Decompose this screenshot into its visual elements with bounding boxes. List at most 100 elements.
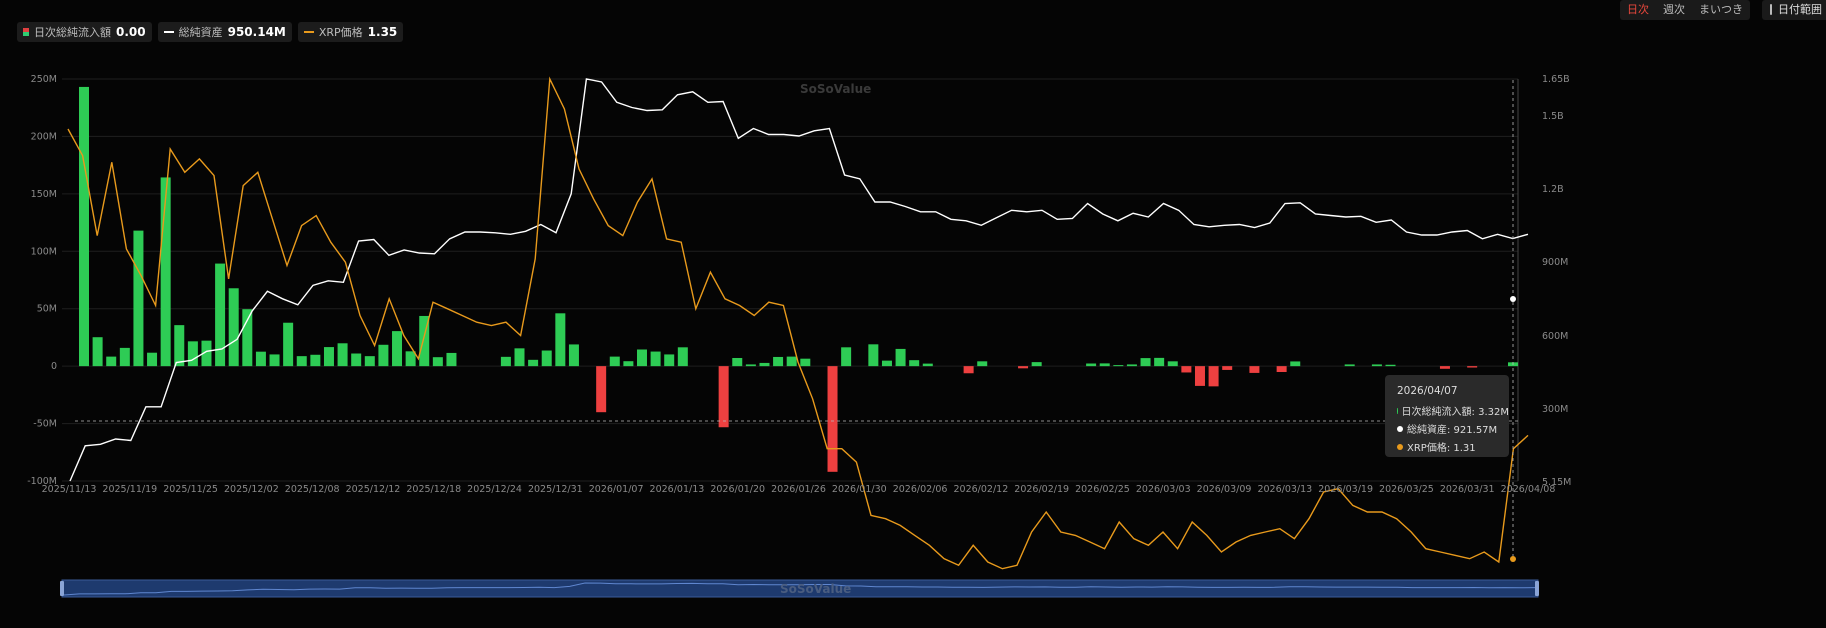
flow-bar[interactable] [1086, 363, 1097, 367]
flow-bar[interactable] [1467, 366, 1478, 368]
x-tick-label: 2026/02/19 [1014, 484, 1069, 495]
flow-bar[interactable] [432, 357, 443, 367]
navigator[interactable]: SoSoValue [60, 579, 1539, 598]
flow-bar[interactable] [514, 348, 525, 367]
flow-bar[interactable] [133, 230, 144, 367]
flow-bar[interactable] [364, 356, 375, 367]
x-tick-label: 2025/12/31 [528, 484, 583, 495]
flow-bar[interactable] [745, 364, 756, 367]
flow-bar[interactable] [759, 362, 770, 367]
flow-bar[interactable] [677, 347, 688, 367]
flow-bar[interactable] [909, 360, 920, 367]
date-range-button[interactable]: 日付範囲 [1762, 0, 1826, 20]
flow-bar[interactable] [596, 366, 607, 413]
flow-bar[interactable] [187, 341, 198, 367]
flow-bar[interactable] [446, 352, 457, 367]
flow-bar[interactable] [1113, 365, 1124, 367]
flow-bar[interactable] [79, 86, 89, 367]
assets-hover-marker [1510, 296, 1516, 302]
navigator-left-handle[interactable] [60, 581, 64, 596]
flow-bar[interactable] [868, 344, 879, 367]
flow-bar[interactable] [160, 177, 171, 367]
flow-bar[interactable] [1276, 366, 1287, 373]
flow-bar[interactable] [1385, 364, 1396, 367]
flow-bar[interactable] [650, 351, 661, 367]
legend-price[interactable]: XRP価格 1.35 [297, 22, 404, 42]
flow-bar[interactable] [1344, 364, 1355, 367]
tab-weekly[interactable]: 週次 [1663, 3, 1685, 16]
flow-bar[interactable] [541, 350, 552, 367]
flow-bar[interactable] [174, 325, 185, 367]
flow-bar[interactable] [1249, 366, 1260, 373]
flow-bar[interactable] [718, 366, 729, 428]
flow-bar[interactable] [786, 356, 797, 367]
flow-bar[interactable] [296, 356, 307, 367]
flow-bar[interactable] [1154, 357, 1165, 367]
flow-bar[interactable] [323, 347, 334, 367]
flow-bar[interactable] [1140, 358, 1151, 367]
flow-bar[interactable] [269, 354, 280, 367]
flow-bar[interactable] [92, 337, 103, 367]
flow-bar[interactable] [977, 361, 988, 367]
legend-flow[interactable]: 日次総純流入額 0.00 [17, 22, 152, 42]
flow-bar[interactable] [800, 358, 811, 367]
flow-bar[interactable] [147, 352, 158, 367]
period-selector: 日次 週次 まいつき [1620, 0, 1750, 20]
flow-bar[interactable] [201, 340, 212, 367]
flow-bar[interactable] [215, 263, 226, 367]
navigator-right-handle[interactable] [1535, 581, 1539, 596]
flow-bar[interactable] [1031, 362, 1042, 367]
flow-bar[interactable] [242, 309, 253, 367]
tab-daily[interactable]: 日次 [1627, 3, 1649, 16]
flow-bar[interactable] [228, 288, 239, 367]
x-axis-labels: 2025/11/13 2025/11/19 2025/11/25 2025/12/02… [42, 484, 1556, 495]
flow-bar[interactable] [119, 347, 130, 367]
flow-bar[interactable] [528, 359, 539, 367]
flow-bar[interactable] [895, 348, 906, 367]
flow-bar[interactable] [609, 356, 620, 367]
flow-bar[interactable] [351, 353, 362, 367]
flow-bar[interactable] [106, 356, 117, 367]
flow-bar[interactable] [841, 347, 852, 367]
flow-bar[interactable] [1439, 366, 1450, 369]
flow-bar[interactable] [1194, 366, 1205, 386]
flow-bar[interactable] [1290, 361, 1301, 367]
flow-bar[interactable] [623, 361, 634, 367]
flow-bar[interactable] [310, 354, 321, 367]
flow-bar[interactable] [1208, 366, 1219, 387]
legend-assets[interactable]: 総純資産 950.14M [157, 22, 292, 42]
left-tick-label: 50M [37, 304, 57, 315]
flow-bar[interactable] [1167, 361, 1178, 367]
flow-bar[interactable] [1222, 366, 1233, 370]
orange-line-swatch-icon [303, 31, 314, 33]
flow-bar[interactable] [963, 366, 974, 374]
flow-bar[interactable] [392, 331, 403, 367]
x-tick-label: 2026/03/09 [1197, 484, 1252, 495]
flow-bar[interactable] [1018, 366, 1029, 369]
flow-bar[interactable] [568, 344, 579, 367]
flow-bar[interactable] [1126, 364, 1137, 367]
flow-bar[interactable] [378, 344, 389, 367]
flow-bar[interactable] [636, 349, 647, 367]
tab-monthly[interactable]: まいつき [1699, 3, 1743, 16]
flow-bar[interactable] [664, 354, 675, 367]
chart-legend: 日次総純流入額 0.00 総純資産 950.14M XRP価格 1.35 [17, 22, 404, 42]
flow-bar[interactable] [1099, 363, 1110, 367]
x-tick-label: 2026/01/26 [771, 484, 826, 495]
x-tick-label: 2026/04/08 [1501, 484, 1556, 495]
flow-bar[interactable] [773, 356, 784, 367]
flow-bar[interactable] [500, 356, 511, 367]
flow-bar[interactable] [922, 363, 933, 367]
flow-bar[interactable] [405, 351, 416, 367]
flow-bar[interactable] [1181, 366, 1192, 373]
flow-bar[interactable] [255, 351, 266, 367]
flow-bar[interactable] [419, 315, 430, 367]
flow-bar[interactable] [1371, 364, 1382, 367]
flow-bar[interactable] [881, 360, 892, 367]
flow-bar[interactable] [283, 322, 294, 367]
flow-bar[interactable] [827, 366, 838, 472]
flow-bar[interactable] [555, 313, 566, 367]
flow-bar[interactable] [732, 357, 743, 367]
flow-bar[interactable] [337, 343, 348, 367]
